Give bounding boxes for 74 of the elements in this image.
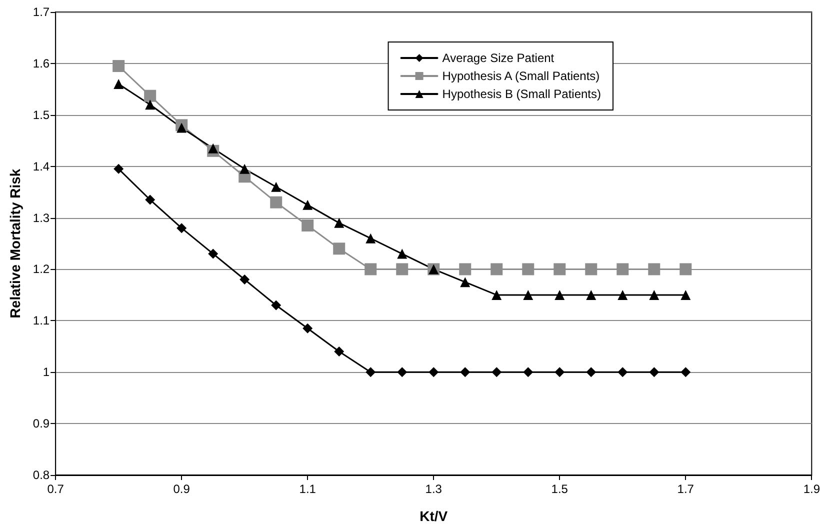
- point: [240, 164, 250, 174]
- point: [145, 100, 156, 110]
- point: [270, 196, 282, 208]
- point: [616, 263, 629, 276]
- point: [364, 263, 377, 276]
- point: [618, 290, 628, 300]
- point: [680, 290, 691, 300]
- legend-label: Average Size Patient: [442, 51, 555, 65]
- y-tick-label: 0.9: [32, 416, 50, 431]
- point: [144, 90, 156, 102]
- point: [208, 143, 218, 154]
- x-tick-label: 1.7: [677, 482, 694, 496]
- y-tick-label: 1.5: [32, 108, 50, 122]
- y-tick-label: 1.1: [32, 314, 50, 328]
- point: [396, 263, 408, 276]
- point: [366, 233, 376, 244]
- point: [554, 367, 565, 378]
- point: [397, 248, 408, 259]
- point: [302, 219, 314, 232]
- x-tick-label: 1.9: [803, 482, 820, 496]
- point: [554, 290, 565, 300]
- point: [585, 263, 598, 276]
- point: [523, 367, 534, 378]
- x-tick-label: 1.5: [551, 482, 568, 496]
- point: [366, 367, 376, 378]
- y-axis-title: Relative Mortality Risk: [7, 168, 23, 318]
- legend-label: Hypothesis B (Small Patients): [442, 87, 602, 101]
- point: [492, 290, 502, 300]
- point: [680, 367, 691, 378]
- point: [618, 367, 628, 378]
- point: [492, 367, 502, 378]
- point: [334, 346, 344, 357]
- point: [112, 60, 125, 72]
- x-tick-label: 1.1: [299, 482, 316, 496]
- point: [680, 263, 692, 276]
- point: [333, 242, 346, 255]
- y-tick-label: 1: [42, 365, 50, 380]
- point: [334, 218, 344, 228]
- point: [649, 290, 660, 300]
- point: [649, 367, 660, 378]
- y-tick-label: 1.7: [32, 5, 50, 19]
- point: [145, 194, 156, 205]
- point: [302, 200, 313, 210]
- x-tick-label: 0.7: [47, 482, 64, 496]
- point: [522, 263, 534, 276]
- point: [523, 290, 534, 300]
- point: [271, 182, 282, 192]
- point: [460, 277, 470, 288]
- point: [648, 263, 660, 276]
- point: [460, 367, 470, 378]
- point: [302, 323, 313, 334]
- y-tick-label: 1.3: [32, 210, 50, 225]
- point: [176, 122, 187, 133]
- point: [490, 263, 503, 276]
- legend-label: Hypothesis A (Small Patients): [442, 69, 600, 83]
- point: [397, 367, 408, 378]
- y-tick-label: 0.8: [32, 468, 50, 482]
- point: [114, 164, 124, 174]
- point: [459, 263, 472, 276]
- y-tick-label: 1.4: [32, 159, 50, 174]
- y-tick-label: 1.2: [32, 262, 50, 276]
- point: [114, 79, 124, 90]
- point: [271, 300, 282, 310]
- point: [208, 248, 218, 259]
- x-tick-label: 1.3: [425, 482, 442, 496]
- point: [176, 223, 187, 234]
- point: [240, 274, 250, 285]
- point: [428, 367, 439, 378]
- point: [554, 263, 566, 276]
- point: [586, 290, 596, 300]
- point: [586, 367, 596, 378]
- x-tick-label: 0.9: [173, 482, 190, 496]
- y-tick-label: 1.6: [32, 56, 50, 70]
- x-axis-title: Kt/V: [420, 508, 448, 524]
